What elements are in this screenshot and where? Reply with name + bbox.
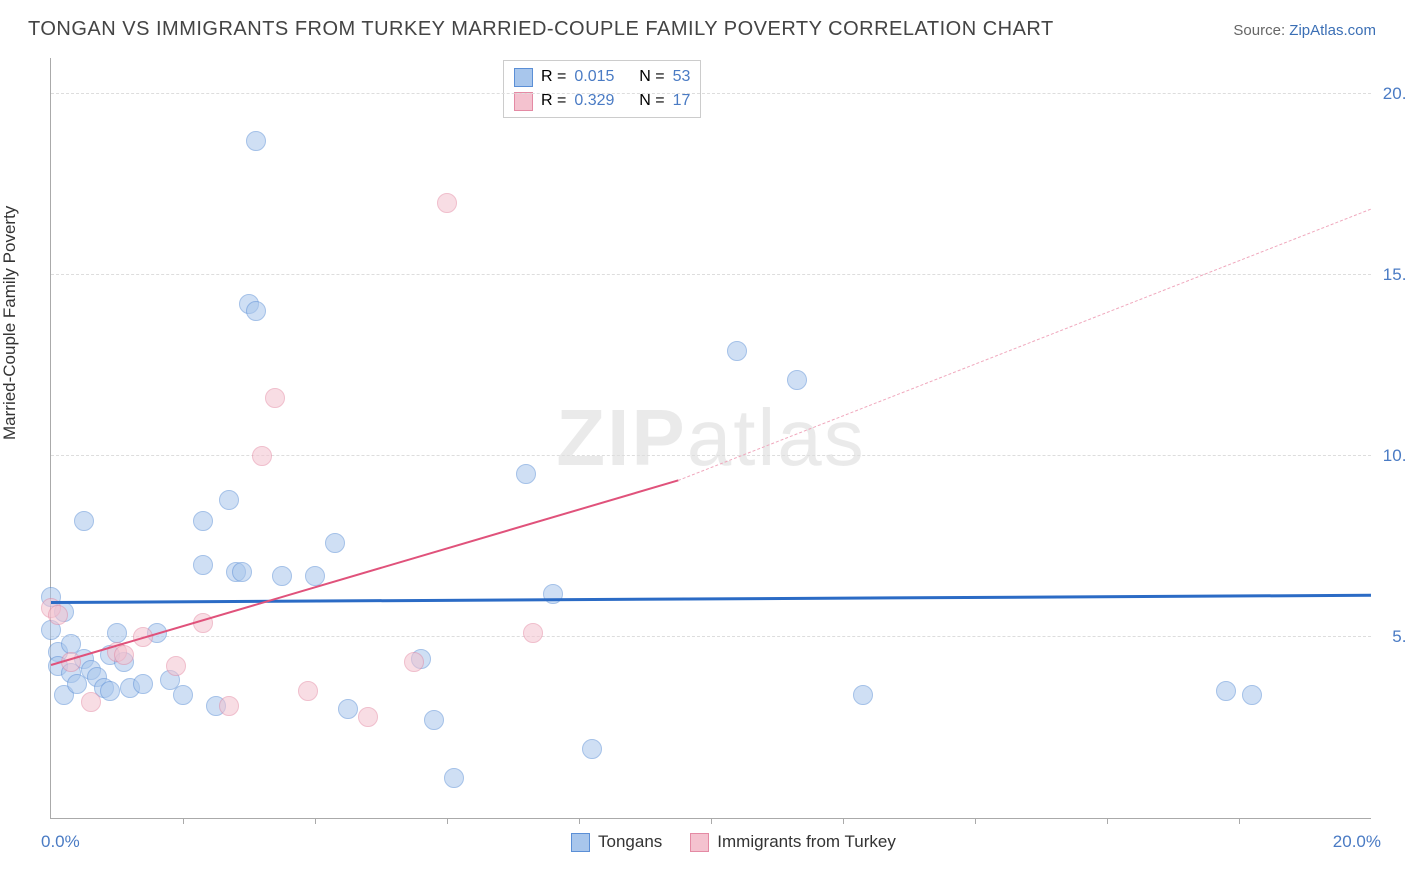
source-link[interactable]: ZipAtlas.com — [1289, 22, 1376, 39]
trend-line — [678, 209, 1371, 481]
legend-series-1: Tongans — [571, 832, 662, 852]
legend-series-box: Tongans Immigrants from Turkey — [571, 832, 896, 852]
legend-stats-box: R = 0.015 N = 53 R = 0.329 N = 17 — [503, 60, 701, 118]
data-point — [219, 696, 239, 716]
legend-n-label-2: N = — [639, 92, 664, 110]
x-axis-max-label: 20.0% — [1333, 832, 1381, 852]
data-point — [272, 566, 292, 586]
y-axis-label: Married-Couple Family Poverty — [0, 206, 20, 440]
data-point — [74, 511, 94, 531]
trend-line — [51, 479, 679, 665]
trend-line — [51, 594, 1371, 604]
legend-r-label-1: R = — [541, 68, 566, 86]
data-point — [252, 446, 272, 466]
x-tick — [1239, 818, 1240, 824]
gridline — [51, 274, 1371, 275]
legend-n-value-2: 17 — [673, 92, 691, 110]
x-tick — [843, 818, 844, 824]
data-point — [523, 623, 543, 643]
watermark-bold: ZIP — [556, 393, 686, 482]
x-tick — [1107, 818, 1108, 824]
data-point — [193, 511, 213, 531]
legend-stats-row-1: R = 0.015 N = 53 — [514, 65, 690, 89]
scatter-plot-area: ZIPatlas R = 0.015 N = 53 R = 0.329 N = … — [50, 58, 1371, 819]
x-tick — [183, 818, 184, 824]
x-tick — [711, 818, 712, 824]
data-point — [166, 656, 186, 676]
y-tick-label: 10.0% — [1376, 446, 1406, 466]
x-tick — [579, 818, 580, 824]
data-point — [114, 645, 134, 665]
x-tick — [975, 818, 976, 824]
data-point — [444, 768, 464, 788]
source-prefix: Source: — [1233, 22, 1289, 39]
source-attribution: Source: ZipAtlas.com — [1233, 22, 1376, 39]
data-point — [516, 464, 536, 484]
data-point — [404, 652, 424, 672]
legend-swatch-series-2 — [690, 833, 709, 852]
data-point — [246, 301, 266, 321]
y-tick-label: 5.0% — [1376, 627, 1406, 647]
data-point — [437, 193, 457, 213]
legend-swatch-series-1 — [571, 833, 590, 852]
legend-swatch-2 — [514, 92, 533, 111]
data-point — [193, 555, 213, 575]
data-point — [107, 623, 127, 643]
data-point — [582, 739, 602, 759]
data-point — [305, 566, 325, 586]
x-tick — [447, 818, 448, 824]
data-point — [298, 681, 318, 701]
gridline — [51, 93, 1371, 94]
legend-n-label-1: N = — [639, 68, 664, 86]
legend-series-2: Immigrants from Turkey — [690, 832, 896, 852]
data-point — [1216, 681, 1236, 701]
data-point — [173, 685, 193, 705]
legend-n-value-1: 53 — [673, 68, 691, 86]
watermark: ZIPatlas — [556, 392, 865, 484]
legend-swatch-1 — [514, 68, 533, 87]
y-tick-label: 15.0% — [1376, 265, 1406, 285]
data-point — [325, 533, 345, 553]
legend-r-label-2: R = — [541, 92, 566, 110]
data-point — [853, 685, 873, 705]
data-point — [265, 388, 285, 408]
data-point — [338, 699, 358, 719]
legend-r-value-1: 0.015 — [574, 68, 614, 86]
data-point — [219, 490, 239, 510]
data-point — [1242, 685, 1262, 705]
legend-series-label-2: Immigrants from Turkey — [717, 832, 896, 852]
y-tick-label: 20.0% — [1376, 84, 1406, 104]
data-point — [81, 692, 101, 712]
data-point — [787, 370, 807, 390]
data-point — [48, 605, 68, 625]
x-axis-min-label: 0.0% — [41, 832, 80, 852]
data-point — [358, 707, 378, 727]
data-point — [133, 674, 153, 694]
watermark-light: atlas — [687, 393, 866, 482]
legend-series-label-1: Tongans — [598, 832, 662, 852]
data-point — [424, 710, 444, 730]
gridline — [51, 455, 1371, 456]
data-point — [100, 681, 120, 701]
data-point — [232, 562, 252, 582]
data-point — [727, 341, 747, 361]
legend-r-value-2: 0.329 — [574, 92, 614, 110]
gridline — [51, 636, 1371, 637]
x-tick — [315, 818, 316, 824]
chart-title: TONGAN VS IMMIGRANTS FROM TURKEY MARRIED… — [28, 18, 1054, 41]
data-point — [246, 131, 266, 151]
